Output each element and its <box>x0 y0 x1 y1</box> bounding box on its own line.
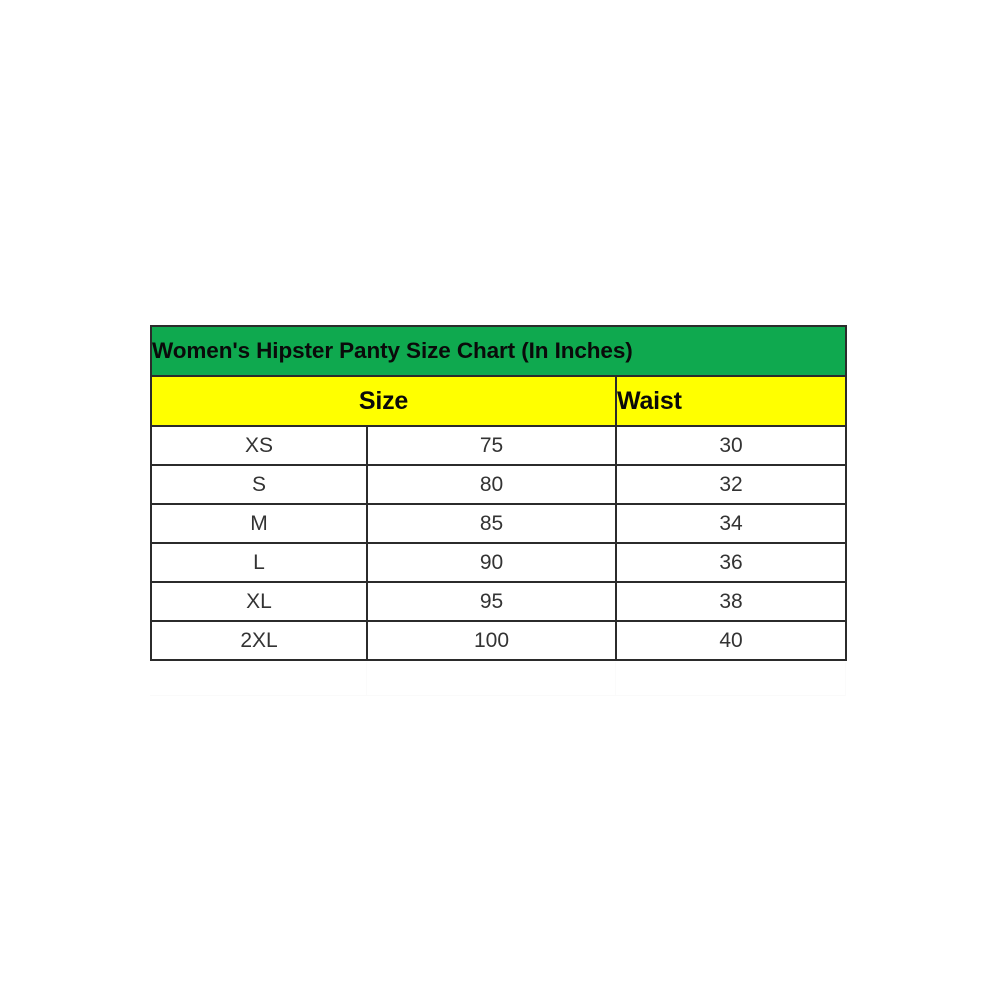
scan-artifact-baseline <box>150 695 845 696</box>
cell-waist: 36 <box>614 542 848 583</box>
cell-size-label: XS <box>150 425 368 466</box>
table-title-row: Women's Hipster Panty Size Chart (In Inc… <box>149 325 848 377</box>
cell-size-label: 2XL <box>150 620 368 661</box>
table-header-row: Size Waist <box>150 375 848 427</box>
column-header-size: Size <box>150 375 617 427</box>
scan-artifact-segment <box>150 662 367 696</box>
table-row: L 90 36 <box>150 542 848 583</box>
cell-size-number: 90 <box>366 542 617 583</box>
cell-waist: 38 <box>614 581 848 622</box>
chart-title: Women's Hipster Panty Size Chart (In Inc… <box>149 325 848 377</box>
cell-size-number: 85 <box>366 503 617 544</box>
cell-waist: 34 <box>614 503 848 544</box>
table-row: XS 75 30 <box>150 425 848 466</box>
cell-size-label: S <box>150 464 368 505</box>
table-row: S 80 32 <box>150 464 848 505</box>
cell-waist: 32 <box>614 464 848 505</box>
table-row: 2XL 100 40 <box>150 620 848 661</box>
cell-size-label: XL <box>150 581 368 622</box>
cell-waist: 30 <box>614 425 848 466</box>
cell-waist: 40 <box>614 620 848 661</box>
cell-size-number: 80 <box>366 464 617 505</box>
cell-size-label: M <box>150 503 368 544</box>
cell-size-number: 95 <box>366 581 617 622</box>
size-chart-table: Women's Hipster Panty Size Chart (In Inc… <box>149 325 848 661</box>
scan-artifact-row <box>150 662 846 696</box>
cell-size-number: 100 <box>366 620 617 661</box>
scan-artifact-segment <box>615 662 846 696</box>
cell-size-number: 75 <box>366 425 617 466</box>
scan-artifact-segment <box>366 662 616 696</box>
column-header-waist: Waist <box>614 375 848 427</box>
cell-size-label: L <box>150 542 368 583</box>
table-row: M 85 34 <box>150 503 848 544</box>
table-row: XL 95 38 <box>150 581 848 622</box>
